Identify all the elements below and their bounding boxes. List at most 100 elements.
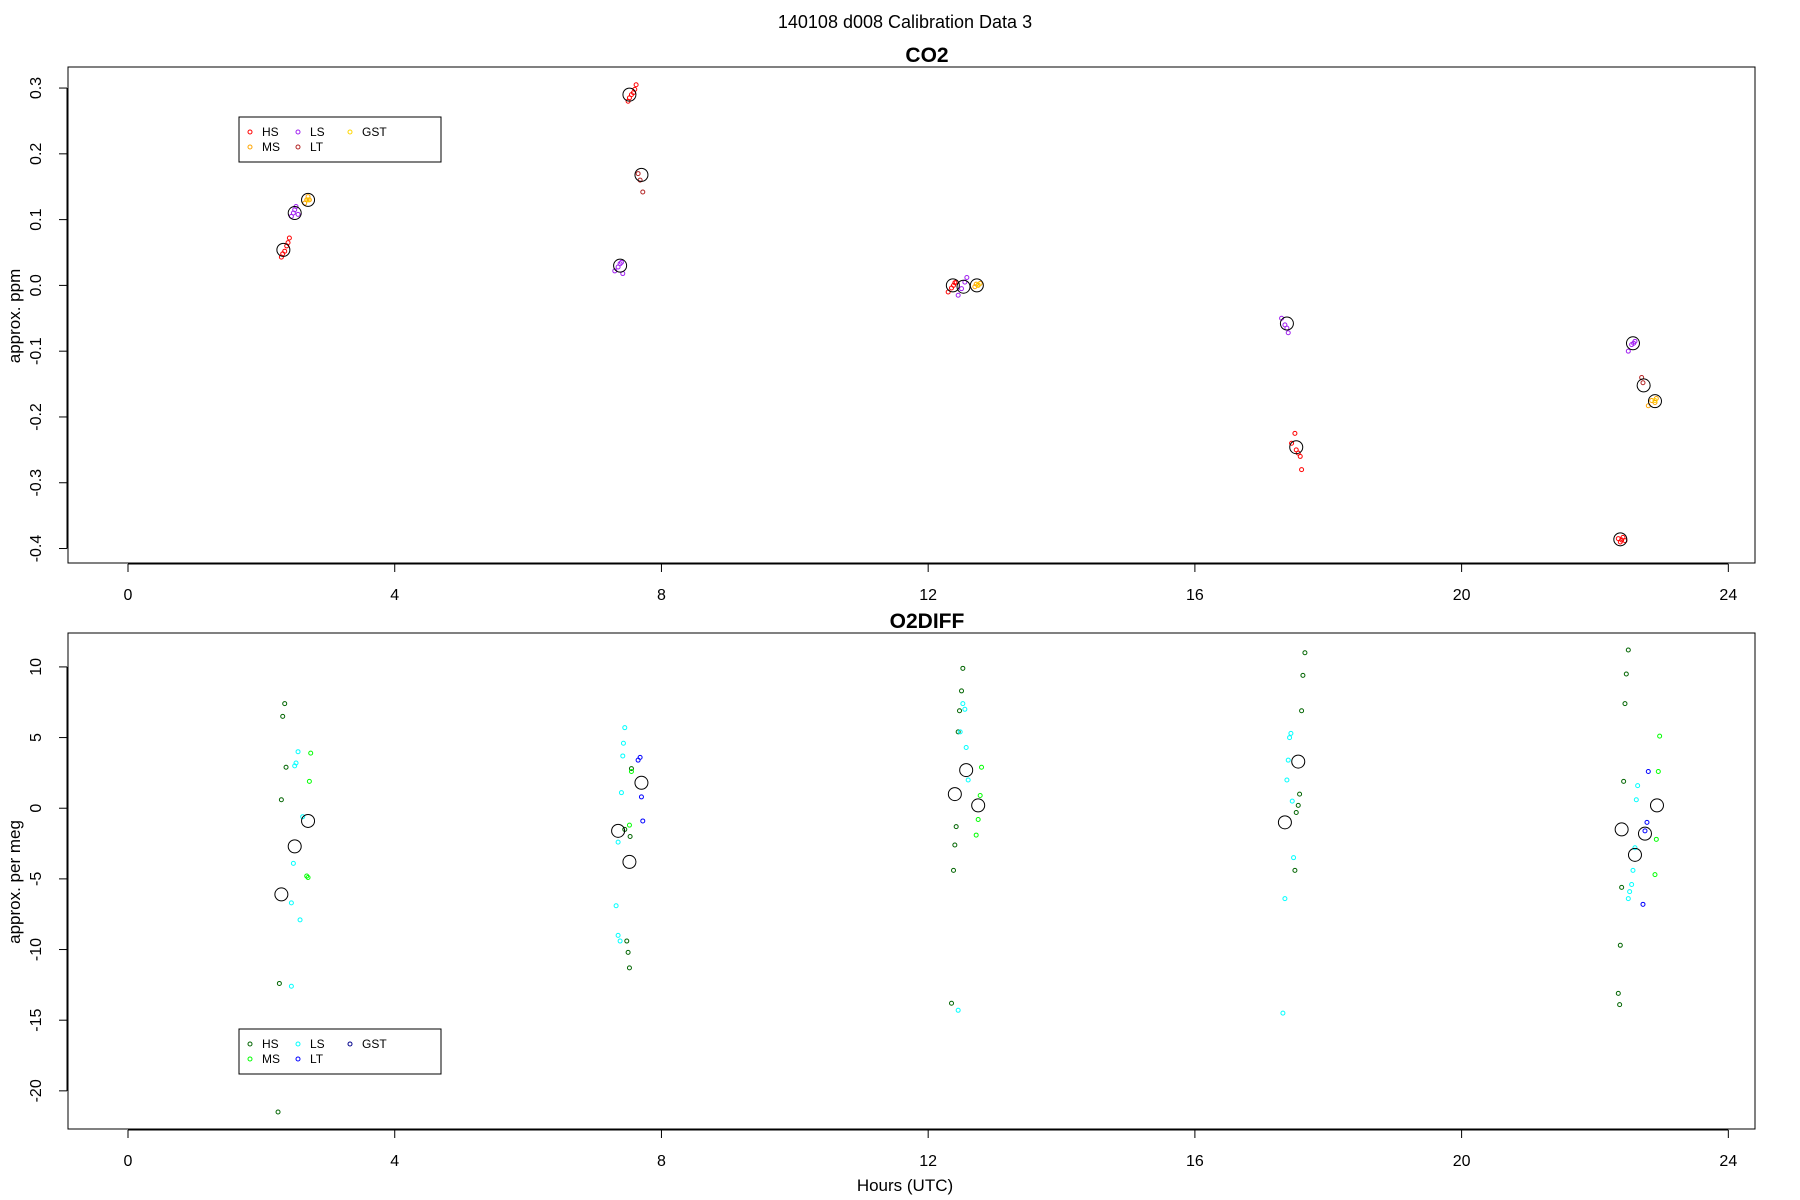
co2-series-ms (302, 194, 1659, 409)
o2diff-mean-marker (287, 839, 302, 854)
o2diff-ms-point (305, 874, 311, 880)
co2-ls-point (1285, 330, 1291, 336)
o2diff-ms-point (977, 793, 983, 799)
co2-ls-point (1625, 348, 1631, 354)
co2-ls-point (617, 261, 623, 267)
o2diff-legend-lt-label: LT (310, 1052, 324, 1066)
o2diff-hs-point (1297, 791, 1303, 797)
o2diff-ls-point (615, 839, 621, 845)
co2-mean-marker (969, 278, 984, 293)
o2diff-panel: O2DIFF approx. per meg Hours (UTC) 0 4 8 12… (5, 610, 1756, 1195)
o2diff-mean-marker (301, 813, 316, 828)
o2diff-legend-gst-label: GST (362, 1037, 387, 1051)
o2diff-lt-point (637, 754, 643, 760)
o2diff-legend-ls-key (295, 1041, 301, 1047)
o2diff-hs-point (276, 980, 282, 986)
co2-mean-marker (1289, 440, 1304, 455)
co2-hs-point (282, 248, 288, 254)
co2-mean-marker (634, 167, 649, 182)
co2-y-tick-label: -0.1 (28, 337, 45, 365)
o2diff-mean-marker (1649, 798, 1664, 813)
o2diff-ls-point (620, 753, 626, 759)
o2diff-ls-point (1629, 882, 1635, 888)
o2diff-ls-point (620, 740, 626, 746)
o2diff-ms-point (308, 750, 314, 756)
o2diff-mean-marker (611, 823, 626, 838)
co2-legend-ms-label: MS (262, 140, 280, 154)
o2diff-y-tick-label: -5 (28, 872, 45, 886)
co2-mean-marker (1613, 532, 1628, 547)
co2-hs-point (951, 282, 957, 288)
o2diff-ms-point (1652, 872, 1658, 878)
o2diff-ls-point (1287, 735, 1293, 741)
o2diff-x-tick-label: 0 (124, 1153, 133, 1170)
o2diff-ms-point (1655, 768, 1661, 774)
co2-legend-ls-key (295, 129, 301, 135)
o2diff-hs-point (1622, 701, 1628, 707)
o2diff-y-tick-label: -20 (28, 1079, 45, 1102)
co2-x-tick-label: 4 (390, 587, 399, 604)
o2diff-hs-point (1617, 1002, 1623, 1008)
o2diff-series-ls (288, 701, 1641, 1016)
o2diff-mean-marker (1637, 826, 1652, 841)
co2-gst-point (1652, 398, 1658, 404)
o2diff-x-tick-label: 16 (1186, 1153, 1204, 1170)
o2diff-ls-point (957, 729, 963, 735)
o2diff-ls-point (300, 814, 306, 820)
o2diff-ls-point (965, 777, 971, 783)
o2diff-mean-marker (274, 887, 289, 902)
co2-x-axis: 0 4 8 12 16 20 24 (124, 563, 1737, 604)
o2diff-ms-point (975, 817, 981, 823)
o2diff-hs-point (628, 766, 634, 772)
o2diff-ls-point (1632, 845, 1638, 851)
co2-ls-point (295, 211, 301, 217)
o2diff-ls-point (1289, 798, 1295, 804)
co2-series-ls (288, 203, 1638, 354)
co2-mean-marker (1279, 316, 1294, 331)
o2diff-lt-point (640, 818, 646, 824)
co2-legend-gst-label: GST (362, 125, 387, 139)
o2diff-hs-point (282, 701, 288, 707)
co2-mean-markers (276, 87, 1662, 547)
o2diff-plot-area (67, 632, 1756, 1130)
o2diff-legend-box (238, 1028, 442, 1075)
o2diff-hs-point (624, 938, 630, 944)
o2diff-lt-point (638, 794, 644, 800)
o2diff-hs-point (953, 824, 959, 830)
o2diff-hs-point (1623, 671, 1629, 677)
o2diff-ls-point (617, 938, 623, 944)
o2diff-hs-point (960, 665, 966, 671)
co2-hs-point (1299, 467, 1305, 473)
co2-gst-point (305, 197, 311, 203)
co2-hs-point (633, 82, 639, 88)
o2diff-ms-point (306, 778, 312, 784)
co2-mean-marker (1636, 378, 1651, 393)
o2diff-mean-marker (622, 854, 637, 869)
o2diff-ls-point (1635, 783, 1641, 789)
o2diff-x-tick-label: 12 (919, 1153, 937, 1170)
o2diff-hs-point (1619, 884, 1625, 890)
o2diff-hs-point (1300, 672, 1306, 678)
co2-x-tick-label: 12 (919, 587, 937, 604)
co2-hs-point (1289, 440, 1295, 446)
o2diff-hs-point (1295, 802, 1301, 808)
o2diff-ls-point (1291, 855, 1297, 861)
o2diff-hs-point (957, 708, 963, 714)
o2diff-hs-point (1621, 778, 1627, 784)
o2diff-hs-point (1293, 809, 1299, 815)
o2diff-ls-point (295, 749, 301, 755)
co2-mean-marker (276, 242, 291, 257)
o2diff-hs-point (1302, 650, 1308, 656)
co2-plot-area (67, 66, 1756, 564)
o2diff-y-tick-label: -15 (28, 1009, 45, 1032)
o2diff-hs-point (951, 867, 957, 873)
o2diff-ls-point (615, 932, 621, 938)
o2diff-panel-title: O2DIFF (890, 610, 965, 633)
o2diff-legend-hs-key (247, 1041, 253, 1047)
o2diff-ms-point (973, 832, 979, 838)
co2-hs-point (1292, 430, 1298, 436)
co2-series-hs (278, 82, 1628, 545)
co2-legend-gst-key (347, 129, 353, 135)
o2diff-hs-point (275, 1109, 281, 1115)
